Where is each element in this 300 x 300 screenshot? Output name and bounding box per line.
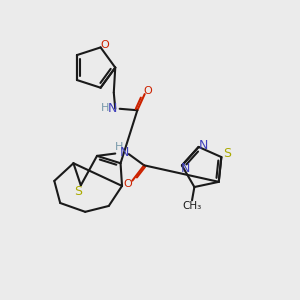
Text: H: H xyxy=(115,142,123,152)
Text: O: O xyxy=(123,178,132,189)
Text: S: S xyxy=(74,185,82,198)
Text: N: N xyxy=(199,139,208,152)
Text: O: O xyxy=(144,86,153,96)
Text: CH₃: CH₃ xyxy=(182,201,202,211)
Text: H: H xyxy=(101,103,109,113)
Text: N: N xyxy=(181,162,190,175)
Text: N: N xyxy=(119,146,129,159)
Text: S: S xyxy=(223,147,231,160)
Text: N: N xyxy=(108,102,118,115)
Text: O: O xyxy=(100,40,109,50)
